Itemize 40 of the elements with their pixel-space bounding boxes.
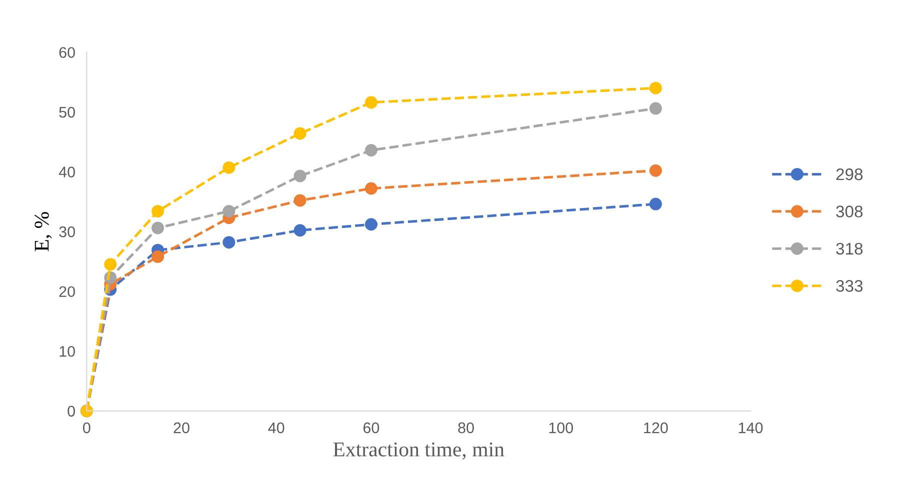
y-axis-title: E, % <box>34 212 52 252</box>
point <box>104 258 117 271</box>
point <box>649 102 662 115</box>
y-tick-label: 0 <box>68 406 75 417</box>
point <box>152 222 164 234</box>
point <box>364 218 378 231</box>
point <box>294 170 306 182</box>
point <box>152 204 164 218</box>
legend-label: 298 <box>836 168 863 180</box>
point <box>294 224 306 237</box>
legend-label: 318 <box>836 242 863 255</box>
x-tick-label: 60 <box>363 422 380 434</box>
x-tick-label: 20 <box>174 422 190 434</box>
point <box>364 182 378 195</box>
x-tick-label: 0 <box>83 422 90 434</box>
x-axis-title: Extraction time, min <box>333 442 504 460</box>
x-tick-label: 40 <box>268 422 284 434</box>
y-tick-label: 30 <box>59 226 75 238</box>
point <box>649 198 662 210</box>
point <box>222 161 236 174</box>
point <box>649 82 662 94</box>
point <box>649 164 662 177</box>
x-tick-label: 100 <box>549 422 573 434</box>
y-tick-label: 40 <box>58 166 75 178</box>
point <box>222 236 236 249</box>
point <box>294 194 306 207</box>
x-tick-label: 140 <box>738 422 763 434</box>
point <box>152 250 164 263</box>
x-tick-label: 80 <box>458 422 474 434</box>
point <box>364 96 378 109</box>
y-tick-label: 10 <box>60 346 75 357</box>
y-tick-label: 50 <box>59 106 75 118</box>
point <box>364 144 378 157</box>
x-tick-label: 120 <box>644 422 668 434</box>
y-tick-label: 20 <box>59 286 75 298</box>
y-tick-label: 60 <box>59 47 75 58</box>
legend-label: 333 <box>836 280 863 292</box>
point <box>222 204 236 218</box>
point <box>294 127 306 140</box>
legend-label: 308 <box>836 206 863 218</box>
